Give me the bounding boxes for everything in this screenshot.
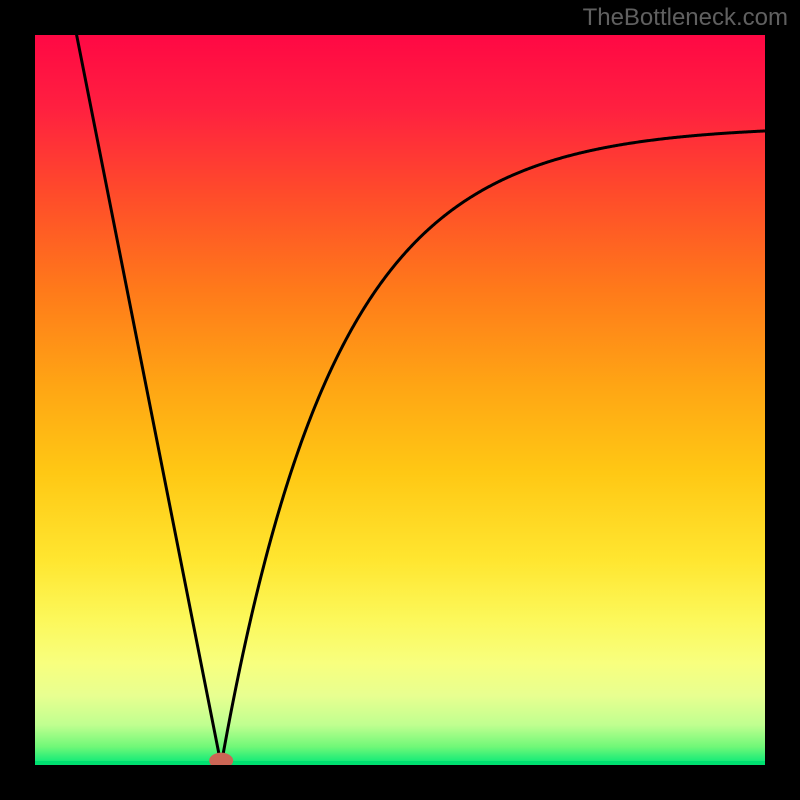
plot-area <box>35 35 765 765</box>
watermark-text: TheBottleneck.com <box>583 4 788 32</box>
baseline-strip <box>35 761 765 765</box>
plot-svg <box>35 35 765 765</box>
gradient-background <box>35 35 765 765</box>
